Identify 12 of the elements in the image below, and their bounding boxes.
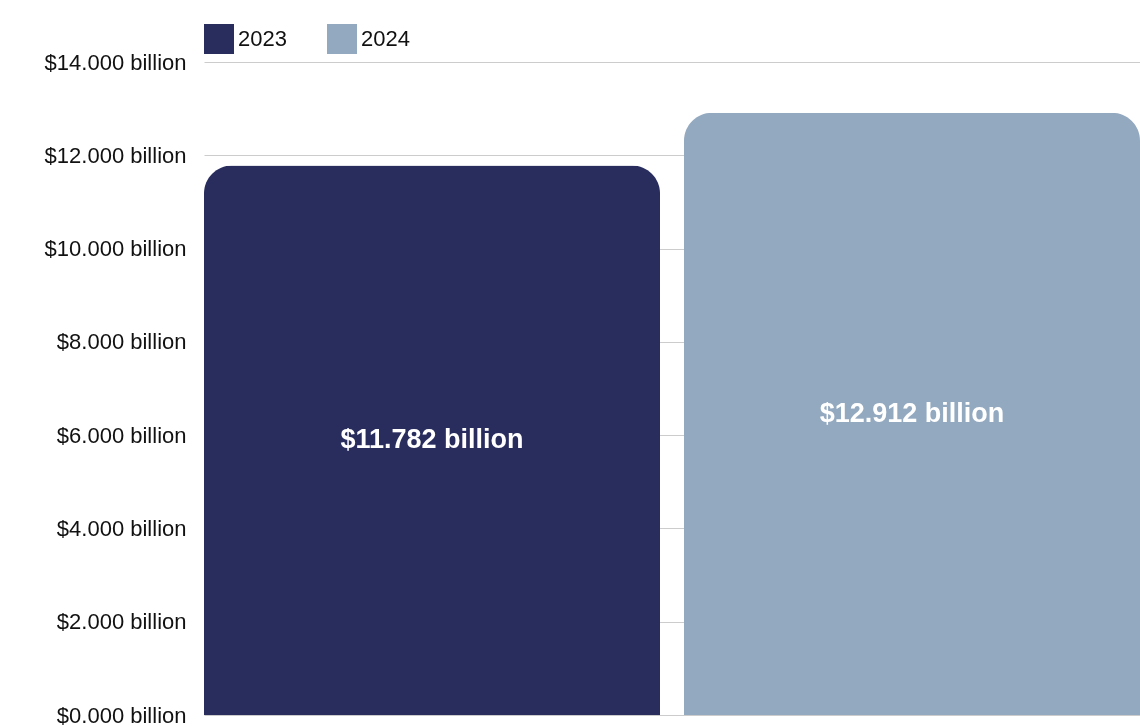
data-label: $12.912 billion: [819, 397, 1005, 428]
y-tick-label: $12.000 billion: [44, 142, 187, 168]
data-label: $11.782 billion: [340, 424, 524, 455]
legend-label: 2023: [238, 26, 287, 51]
y-tick-label: $0.000 billion: [56, 702, 187, 727]
y-tick-label: $2.000 billion: [56, 609, 187, 635]
y-tick-label: $10.000 billion: [44, 236, 187, 262]
y-tick-label: $6.000 billion: [56, 422, 187, 448]
y-tick-label: $4.000 billion: [56, 515, 187, 541]
y-tick-label: $14.000 billion: [44, 49, 187, 75]
y-tick-label: $8.000 billion: [56, 329, 187, 355]
legend-label: 2024: [361, 26, 410, 51]
